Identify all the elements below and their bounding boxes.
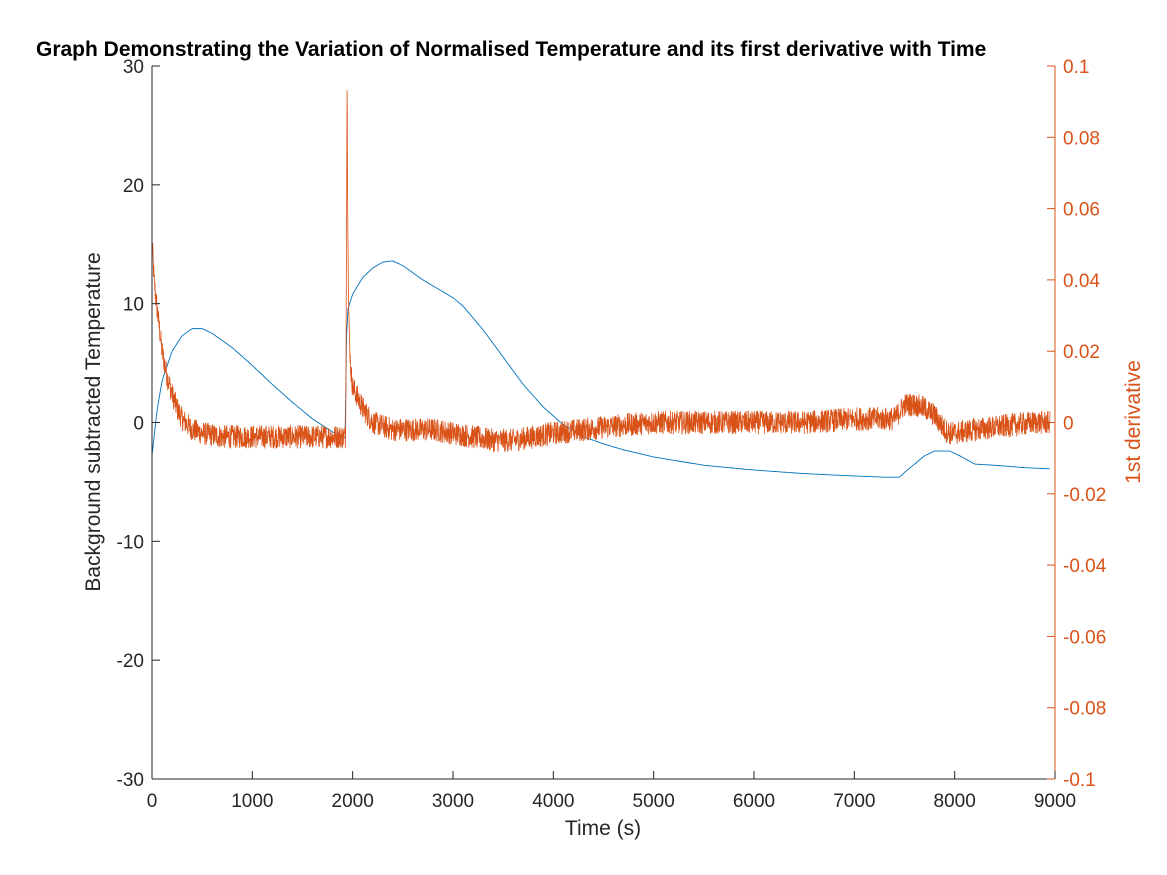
y-right-tick-label: -0.08: [1063, 699, 1106, 720]
x-tick-label: 0: [147, 791, 158, 812]
y-right-tick-label: 0: [1063, 414, 1074, 435]
x-tick-label: 5000: [633, 791, 675, 812]
y-right-ticks: -0.1 -0.08 -0.06 -0.04 -0.02 0 0.02 0.04 0.06 0.0…: [1047, 57, 1107, 791]
y-left-tick-label: 30: [123, 57, 144, 78]
y-right-tick-label: -0.1: [1063, 770, 1096, 791]
y-right-tick-label: 0.06: [1063, 200, 1100, 221]
x-tick-label: 3000: [432, 791, 474, 812]
y-left-tick-label: 20: [123, 176, 144, 197]
chart-title: Graph Demonstrating the Variation of Nor…: [36, 38, 986, 61]
x-tick-label: 4000: [532, 791, 574, 812]
y-left-tick-label: 10: [123, 295, 144, 316]
y-right-tick-label: 0.02: [1063, 342, 1100, 363]
derivative-series-line: [151, 90, 1051, 453]
x-tick-label: 7000: [833, 791, 875, 812]
x-tick-label: 9000: [1034, 791, 1076, 812]
y-left-tick-label: -30: [117, 770, 144, 791]
x-tick-label: 6000: [733, 791, 775, 812]
temperature-series-line: [151, 260, 1051, 478]
y-left-tick-label: 0: [133, 414, 144, 435]
y-right-axis-title: 1st derivative: [1122, 360, 1145, 484]
y-left-axis-title: Background subtracted Temperature: [82, 252, 105, 591]
series-layer: [151, 90, 1051, 478]
x-ticks: 0 1000 2000 3000 4000 5000 6000 7000 8000 9000: [147, 771, 1076, 812]
y-right-tick-label: -0.02: [1063, 485, 1106, 506]
x-axis-title: Time (s): [565, 817, 641, 840]
y-right-tick-label: 0.1: [1063, 57, 1089, 78]
y-right-tick-label: 0.04: [1063, 271, 1100, 292]
x-tick-label: 2000: [332, 791, 374, 812]
y-left-ticks: -30 -20 -10 0 10 20 30: [117, 57, 160, 791]
y-left-tick-label: -10: [117, 532, 144, 553]
y-right-tick-label: -0.06: [1063, 627, 1106, 648]
y-right-tick-label: -0.04: [1063, 556, 1107, 577]
y-left-tick-label: -20: [117, 651, 144, 672]
x-tick-label: 8000: [934, 791, 976, 812]
x-tick-label: 1000: [231, 791, 273, 812]
y-right-tick-label: 0.08: [1063, 128, 1100, 149]
